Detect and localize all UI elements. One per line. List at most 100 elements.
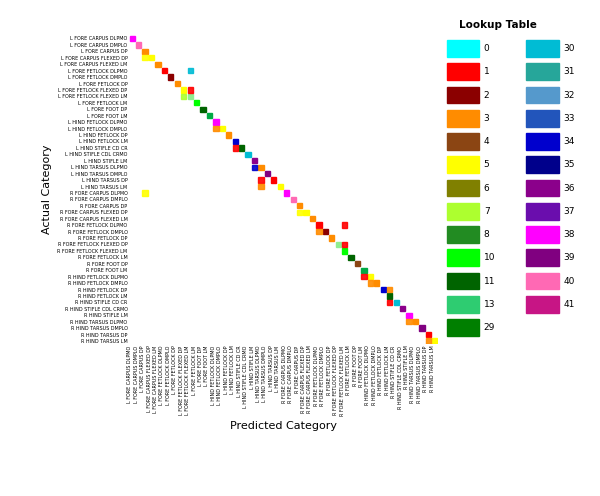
Bar: [355, 261, 360, 266]
Bar: [526, 110, 559, 126]
Bar: [142, 49, 148, 54]
Text: 39: 39: [563, 253, 575, 262]
Bar: [526, 87, 559, 103]
Bar: [406, 312, 412, 318]
Bar: [130, 36, 135, 41]
Text: 38: 38: [563, 230, 575, 239]
Text: 2: 2: [484, 91, 490, 100]
X-axis label: Predicted Category: Predicted Category: [230, 421, 337, 432]
Y-axis label: Actual Category: Actual Category: [42, 145, 52, 235]
Text: 7: 7: [484, 207, 490, 216]
Bar: [181, 94, 187, 99]
Bar: [447, 203, 479, 220]
Bar: [252, 165, 257, 170]
Bar: [426, 332, 431, 337]
Bar: [413, 319, 418, 324]
Bar: [447, 133, 479, 150]
Bar: [220, 126, 225, 131]
Bar: [310, 216, 315, 221]
Bar: [342, 223, 347, 228]
Bar: [526, 296, 559, 313]
Bar: [162, 68, 167, 73]
Bar: [387, 293, 392, 299]
Bar: [213, 120, 218, 125]
Bar: [447, 249, 479, 266]
Bar: [342, 242, 347, 247]
Bar: [194, 100, 199, 106]
Bar: [394, 300, 399, 305]
Bar: [447, 156, 479, 173]
Bar: [239, 145, 244, 150]
Bar: [278, 184, 283, 189]
Bar: [447, 226, 479, 243]
Bar: [387, 287, 392, 292]
Bar: [316, 223, 322, 228]
Text: 0: 0: [484, 44, 490, 53]
Bar: [368, 274, 373, 279]
Bar: [526, 180, 559, 196]
Bar: [447, 273, 479, 290]
Text: 30: 30: [563, 44, 575, 53]
Bar: [447, 40, 479, 57]
Text: 34: 34: [563, 137, 575, 146]
Bar: [259, 178, 263, 183]
Bar: [387, 300, 392, 305]
Bar: [323, 229, 328, 234]
Text: 1: 1: [484, 67, 490, 76]
Bar: [284, 190, 289, 195]
Bar: [447, 63, 479, 80]
Bar: [342, 248, 347, 253]
Bar: [447, 87, 479, 103]
Bar: [142, 55, 148, 61]
Bar: [316, 229, 322, 234]
Bar: [259, 184, 263, 189]
Bar: [432, 338, 437, 344]
Bar: [526, 63, 559, 80]
Text: 5: 5: [484, 160, 490, 169]
Bar: [329, 236, 334, 241]
Bar: [265, 171, 270, 176]
Bar: [233, 145, 238, 150]
Bar: [447, 110, 479, 126]
Bar: [142, 190, 148, 195]
Bar: [149, 55, 154, 61]
Bar: [290, 197, 296, 202]
Bar: [200, 107, 206, 112]
Bar: [447, 319, 479, 336]
Bar: [361, 267, 367, 273]
Bar: [252, 158, 257, 163]
Bar: [526, 203, 559, 220]
Text: 13: 13: [484, 300, 495, 309]
Text: 29: 29: [484, 323, 495, 332]
Text: 41: 41: [563, 300, 575, 309]
Bar: [297, 210, 302, 215]
Bar: [188, 94, 193, 99]
Bar: [181, 87, 187, 93]
Bar: [526, 133, 559, 150]
Bar: [297, 203, 302, 208]
Text: 40: 40: [563, 277, 575, 286]
Bar: [426, 338, 431, 344]
Bar: [226, 132, 232, 138]
Bar: [188, 68, 193, 73]
Text: 11: 11: [484, 277, 495, 286]
Bar: [526, 249, 559, 266]
Bar: [526, 273, 559, 290]
Bar: [447, 296, 479, 313]
Bar: [213, 126, 218, 131]
Text: 10: 10: [484, 253, 495, 262]
Bar: [175, 81, 180, 86]
Bar: [406, 319, 412, 324]
Text: 6: 6: [484, 184, 490, 192]
Bar: [526, 156, 559, 173]
Bar: [233, 139, 238, 144]
Text: 4: 4: [484, 137, 490, 146]
Bar: [188, 87, 193, 93]
Text: 3: 3: [484, 114, 490, 123]
Text: 32: 32: [563, 91, 575, 100]
Bar: [419, 325, 425, 331]
Text: 33: 33: [563, 114, 575, 123]
Bar: [368, 280, 373, 286]
Bar: [155, 62, 161, 67]
Bar: [361, 274, 367, 279]
